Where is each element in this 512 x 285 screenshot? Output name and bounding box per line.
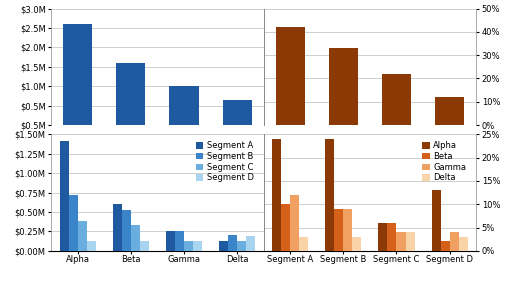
Bar	[237, 241, 246, 251]
Bar	[440, 241, 450, 251]
Bar	[352, 237, 361, 251]
Bar	[246, 236, 255, 251]
Bar	[459, 237, 467, 251]
Bar	[223, 100, 252, 125]
Bar	[382, 74, 411, 125]
Bar	[275, 27, 305, 125]
Bar	[334, 209, 344, 251]
Bar	[131, 225, 140, 251]
Bar	[378, 223, 388, 251]
Bar	[169, 86, 199, 125]
Bar	[272, 139, 281, 251]
Legend: Segment A, Segment B, Segment C, Segment D: Segment A, Segment B, Segment C, Segment…	[194, 140, 255, 184]
Bar	[290, 195, 300, 251]
Bar	[193, 241, 202, 251]
Bar	[166, 231, 175, 251]
Bar	[450, 232, 459, 251]
Bar	[184, 241, 193, 251]
Bar	[432, 190, 440, 251]
Bar	[60, 141, 69, 251]
Bar	[228, 235, 237, 251]
Bar	[87, 241, 96, 251]
Bar	[388, 223, 396, 251]
Legend: Alpha, Beta, Gamma, Delta: Alpha, Beta, Gamma, Delta	[420, 140, 468, 184]
Bar	[78, 221, 87, 251]
Bar	[329, 48, 358, 125]
Bar	[219, 241, 228, 251]
Bar	[113, 204, 122, 251]
Bar	[396, 232, 406, 251]
Bar	[406, 232, 415, 251]
Bar	[63, 24, 92, 125]
Bar	[344, 209, 352, 251]
Bar	[325, 139, 334, 251]
Bar	[281, 204, 290, 251]
Bar	[140, 241, 149, 251]
Bar	[435, 97, 464, 125]
Bar	[122, 210, 131, 251]
Bar	[116, 63, 145, 125]
Bar	[175, 231, 184, 251]
Bar	[300, 237, 308, 251]
Bar	[69, 195, 78, 251]
